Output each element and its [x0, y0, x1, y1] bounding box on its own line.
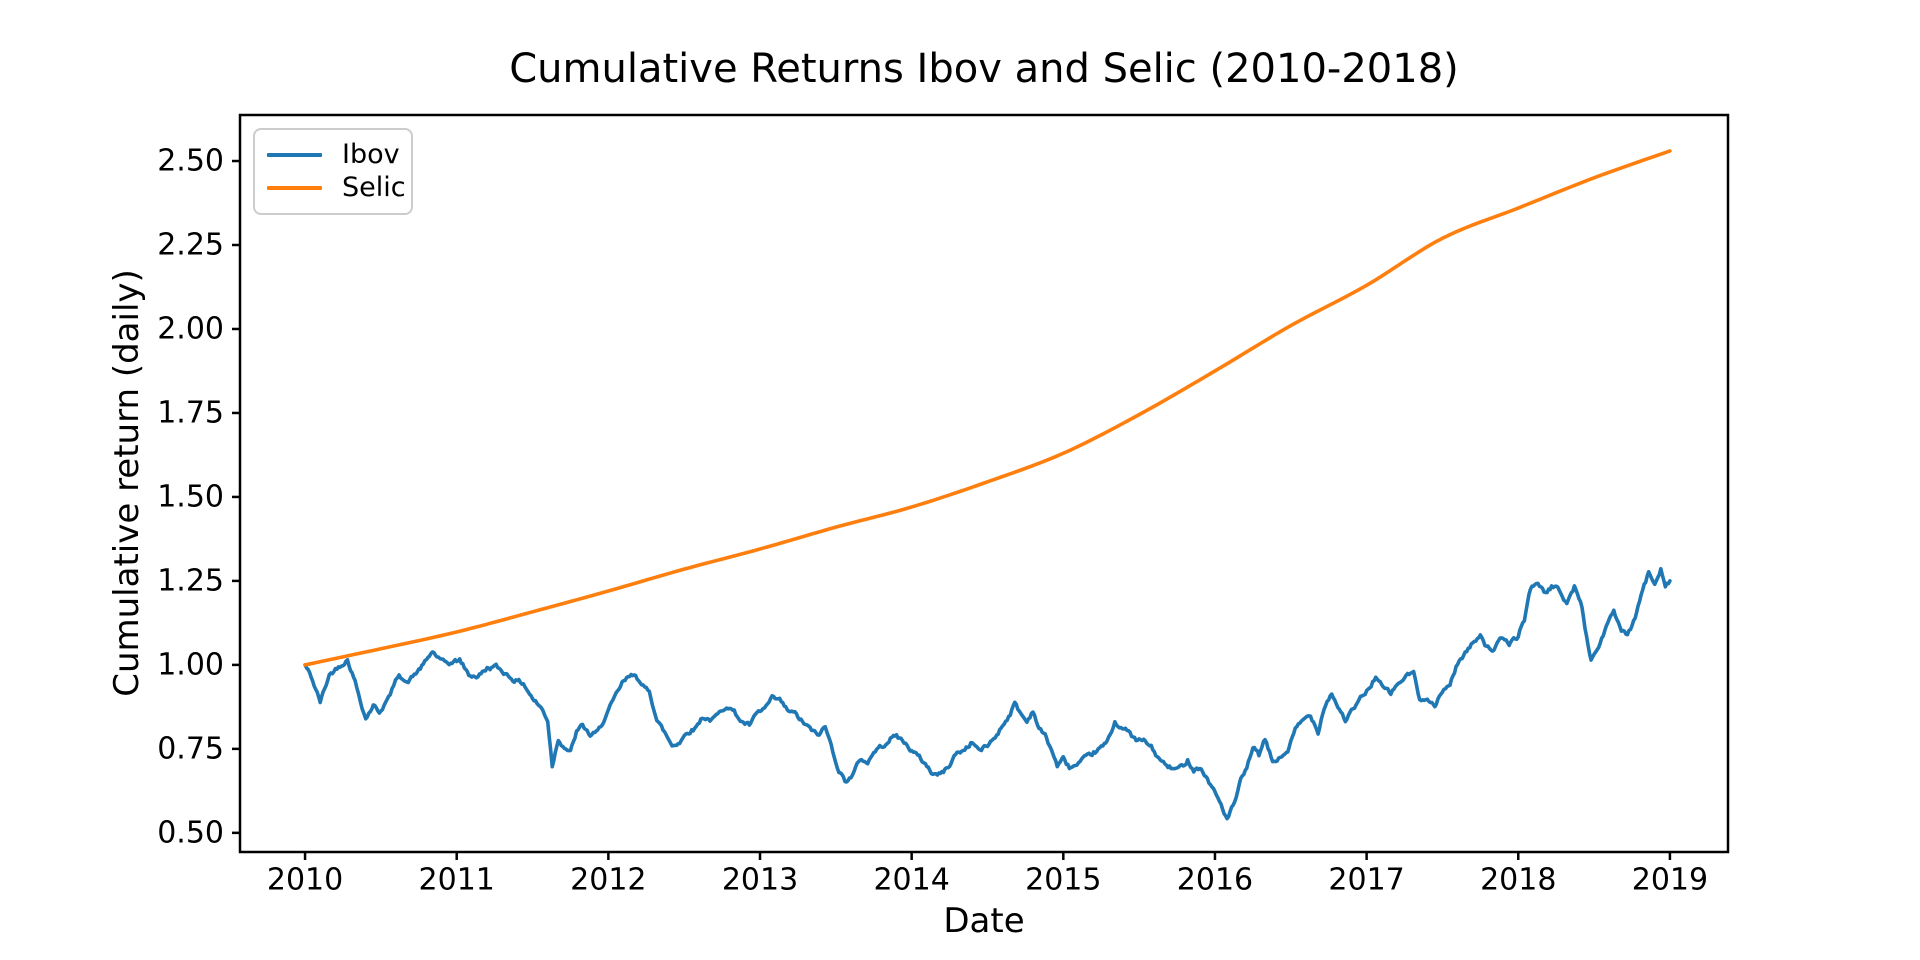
x-tick-label: 2015 — [1025, 863, 1101, 898]
legend-item-ibov: Ibov — [265, 140, 401, 170]
selic-line — [303, 149, 1672, 667]
y-tick-label: 1.50 — [157, 479, 224, 514]
x-tick-label: 2013 — [722, 863, 798, 898]
x-tick-label: 2016 — [1177, 863, 1253, 898]
x-axis-label: Date — [943, 901, 1025, 941]
y-tick-label: 0.75 — [157, 731, 224, 766]
x-tick-label: 2017 — [1328, 863, 1404, 898]
x-tick-label: 2011 — [419, 863, 495, 898]
y-tick-label: 0.50 — [157, 815, 224, 850]
y-tick-label: 2.00 — [157, 311, 224, 346]
x-tick-label: 2010 — [267, 863, 343, 898]
legend-label-selic: Selic — [342, 171, 406, 203]
x-tick-label: 2014 — [873, 863, 949, 898]
x-tick-label: 2018 — [1480, 863, 1556, 898]
legend-label-ibov: Ibov — [342, 139, 400, 171]
y-tick-label: 2.50 — [157, 144, 224, 179]
y-tick-label: 1.00 — [157, 647, 224, 682]
ibov-line-sample — [267, 153, 322, 158]
y-tick-label: 1.75 — [157, 395, 224, 430]
y-tick-label: 2.25 — [157, 227, 224, 262]
selic-line-sample — [267, 185, 322, 190]
chart-title: Cumulative Returns Ibov and Selic (2010-… — [509, 46, 1459, 92]
plot-border — [238, 113, 1730, 854]
legend-item-selic: Selic — [265, 172, 406, 203]
x-tick-label: 2012 — [570, 863, 646, 898]
y-tick-label: 1.25 — [157, 563, 224, 598]
legend: Ibov Selic — [253, 128, 413, 215]
ibov-line — [303, 566, 1672, 821]
x-tick-label: 2019 — [1632, 863, 1708, 898]
